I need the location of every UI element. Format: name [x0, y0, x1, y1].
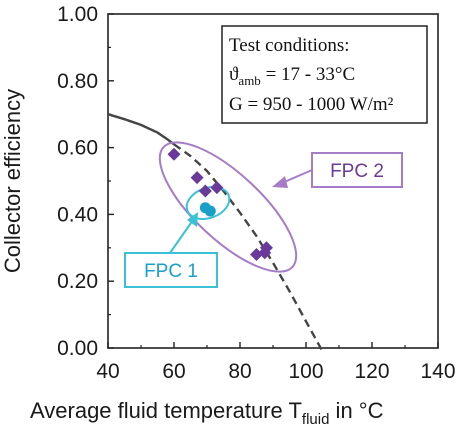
y-tick-label: 0.40 — [57, 203, 98, 226]
fpc2-point — [210, 181, 224, 195]
fpc2-point — [198, 184, 212, 198]
y-tick-label: 0.00 — [57, 337, 98, 360]
y-tick-label: 0.80 — [57, 70, 98, 93]
x-axis-title-main: Average fluid temperature T — [30, 398, 302, 423]
ambient-subscript: amb — [238, 73, 260, 88]
efficiency-curve-dashed — [173, 143, 324, 352]
x-axis-title-sub: fluid — [302, 411, 330, 428]
fpc2-label: FPC 2 — [330, 161, 384, 182]
x-axis-title: Average fluid temperature Tfluid in °C — [30, 398, 384, 428]
x-tick-label: 140 — [420, 360, 455, 383]
x-axis-title-unit: in °C — [329, 398, 383, 423]
fpc2-arrow — [281, 169, 313, 184]
fpc2-label-box — [311, 152, 403, 188]
conditions-title: Test conditions: — [229, 35, 350, 56]
x-tick-label: 100 — [288, 360, 323, 383]
fpc2-arrowhead — [272, 176, 288, 188]
x-tick-label: 40 — [96, 360, 119, 383]
ambient-symbol: ϑ — [229, 64, 239, 85]
data-points — [167, 147, 273, 261]
fpc2-point — [190, 171, 204, 185]
x-tick-label: 120 — [354, 360, 389, 383]
fpc1-arrowhead — [187, 212, 198, 227]
fpc1-point — [204, 205, 216, 217]
fpc1-label: FPC 1 — [144, 261, 198, 282]
y-tick-label: 0.60 — [57, 137, 98, 160]
conditions-irradiance: G = 950 - 1000 W/m² — [229, 94, 394, 115]
efficiency-curve-solid — [107, 113, 175, 146]
fpc2-point — [250, 247, 263, 261]
fpc2-point — [259, 241, 273, 255]
x-axis-ticks: 40 60 80 100 120 140 — [96, 342, 456, 383]
y-axis-ticks: 0.00 0.20 0.40 0.60 0.80 1.00 — [57, 3, 114, 360]
conditions-box — [221, 25, 428, 124]
fpc1-label-box — [124, 252, 218, 288]
x-tick-label: 80 — [228, 360, 251, 383]
y-tick-label: 0.20 — [57, 270, 98, 293]
fpc1-arrow — [169, 219, 194, 254]
y-tick-label: 1.00 — [57, 3, 98, 26]
x-tick-label: 60 — [162, 360, 185, 383]
conditions-ambient: ϑamb = 17 - 33°C — [229, 64, 355, 88]
y-axis-title: Collector efficiency — [0, 89, 25, 273]
ambient-value: = 17 - 33°C — [261, 64, 355, 85]
fpc2-point — [167, 147, 181, 161]
fpc2-ellipse — [158, 141, 298, 273]
